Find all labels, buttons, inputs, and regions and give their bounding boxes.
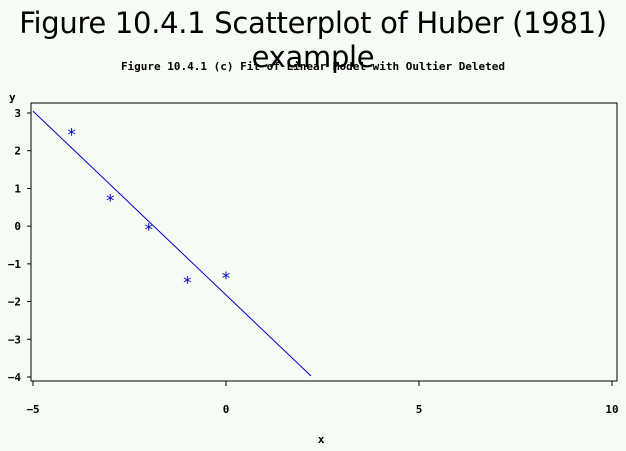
fit-line — [32, 110, 312, 377]
data-point: * — [182, 273, 192, 293]
data-points: * * * * * — [66, 126, 231, 294]
data-point: * — [105, 192, 115, 212]
data-point: * — [221, 269, 231, 289]
y-tick-label: 2 — [14, 145, 21, 158]
y-tick-label: 1 — [14, 182, 21, 195]
x-tick-label: 5 — [416, 403, 423, 416]
x-axis: −5 0 5 10 — [26, 381, 619, 416]
chart-title: Figure 10.4.1 Scatterplot of Huber (1981… — [19, 6, 607, 74]
y-tick-label: −3 — [8, 333, 21, 346]
x-tick-label: −5 — [26, 403, 39, 416]
chart-subtitle: Figure 10.4.1 (c) Fit of Linear Model wi… — [120, 60, 506, 73]
data-point: * — [144, 221, 154, 241]
plot-frame — [30, 102, 618, 382]
y-tick-label: 0 — [14, 220, 21, 233]
y-tick-label: 3 — [14, 107, 21, 120]
x-axis-label: x — [318, 433, 325, 446]
y-tick-label: −1 — [8, 258, 22, 271]
x-tick-label: 0 — [223, 403, 230, 416]
x-tick-label: 10 — [605, 403, 618, 416]
data-point: * — [66, 126, 76, 146]
y-axis-label: y — [9, 91, 16, 104]
y-tick-label: −2 — [8, 296, 21, 309]
y-tick-label: −4 — [8, 371, 22, 384]
y-axis: 3 2 1 0 −1 −2 −3 −4 — [8, 107, 31, 384]
